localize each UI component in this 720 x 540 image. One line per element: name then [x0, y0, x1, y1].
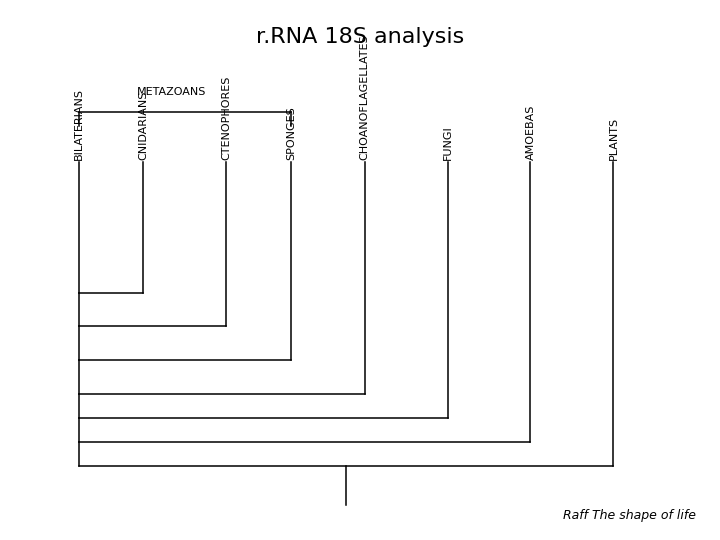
Text: CNIDARIANS: CNIDARIANS	[138, 90, 148, 160]
Text: AMOEBAS: AMOEBAS	[526, 104, 536, 160]
Text: METAZOANS: METAZOANS	[136, 87, 206, 97]
Text: r.RNA 18S analysis: r.RNA 18S analysis	[256, 27, 464, 47]
Text: FUNGI: FUNGI	[443, 125, 453, 160]
Text: CHOANOFLAGELLATES: CHOANOFLAGELLATES	[359, 34, 369, 160]
Text: Raff The shape of life: Raff The shape of life	[563, 509, 696, 522]
Text: CTENOPHORES: CTENOPHORES	[221, 76, 231, 160]
Text: PLANTS: PLANTS	[608, 117, 618, 160]
Text: BILATERIANS: BILATERIANS	[74, 88, 84, 160]
Text: SPONGES: SPONGES	[286, 106, 296, 160]
